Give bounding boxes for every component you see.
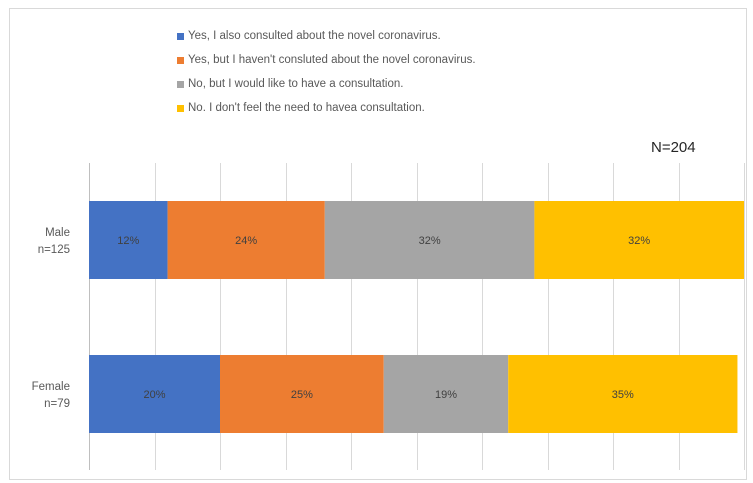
bar-segment [383,355,509,433]
category-tick-label: Female [32,381,70,393]
sample-size-annotation: N=204 [651,139,696,156]
legend-label: No, but I would like to have a consultat… [188,78,404,90]
legend-label: No. I don't feel the need to havea consu… [188,102,425,114]
data-label: 19% [435,389,457,401]
bar-segment [89,201,168,279]
chart-legend: Yes, I also consulted about the novel co… [177,24,476,120]
data-label: 32% [419,235,441,247]
data-label: 24% [235,235,257,247]
data-label: 20% [143,389,165,401]
legend-item: Yes, I also consulted about the novel co… [177,24,476,48]
bar-segment [508,355,738,433]
legend-swatch [177,80,184,88]
legend-swatch [177,104,184,112]
legend-label: Yes, but I haven't consluted about the n… [188,54,476,66]
bar-segment [89,355,220,433]
data-label: 35% [612,389,634,401]
bar-segment [324,201,535,279]
data-label: 32% [628,235,650,247]
legend-swatch [177,56,184,64]
bar-segment [534,201,744,279]
legend-label: Yes, I also consulted about the novel co… [188,30,441,42]
data-label: 25% [291,389,313,401]
category-tick-label: n=125 [38,244,70,256]
bar-segment [220,355,384,433]
data-label: 12% [117,235,139,247]
bar-segment [167,201,325,279]
legend-swatch [177,32,184,40]
legend-item: Yes, but I haven't consluted about the n… [177,48,476,72]
category-tick-label: n=79 [44,398,70,410]
legend-item: No, but I would like to have a consultat… [177,72,476,96]
category-tick-label: Male [45,227,70,239]
legend-item: No. I don't feel the need to havea consu… [177,96,476,120]
